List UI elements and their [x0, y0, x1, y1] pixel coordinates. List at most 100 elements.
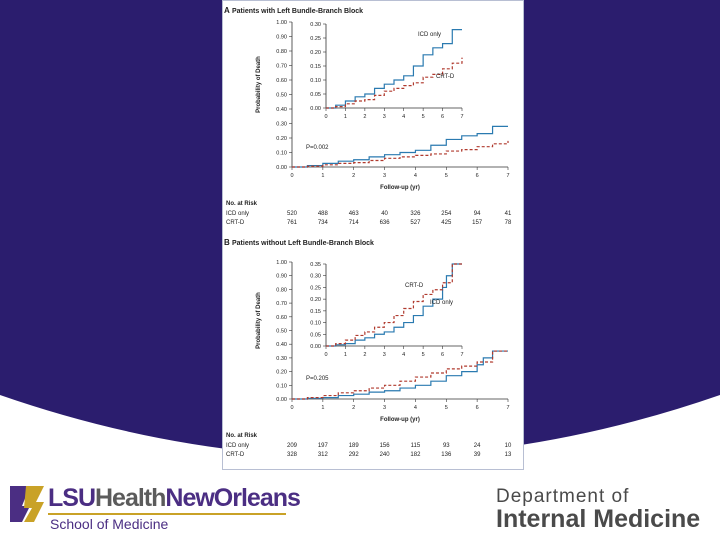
panel-b-icd-only-line [292, 350, 508, 400]
panel-b-xtick-label: 3 [383, 405, 386, 411]
wordmark-neworleans: NewOrleans [165, 484, 301, 512]
panel-a-xtick-label: 4 [414, 173, 417, 179]
panel-a-inset-ytick-label: 0.25 [310, 36, 321, 42]
panel-b-ytick-label: 0.50 [276, 329, 287, 335]
panel-a-risk-row-label: ICD only [226, 211, 249, 217]
panel-b-crt-d-legend: CRT-D [405, 283, 424, 289]
panel-b-risk-cell: 115 [411, 443, 421, 449]
wordmark-gold-rule [48, 513, 286, 515]
panel-a-ytick-label: 0.50 [276, 93, 287, 99]
panel-a-inset-xtick-label: 6 [441, 114, 444, 120]
panel-b-risk-cell: 197 [318, 443, 329, 449]
panel-b-inset-ytick-label: 0.15 [310, 309, 321, 315]
panel-a-xtick-label: 2 [352, 173, 355, 179]
panel-b-risk-cell: 136 [441, 452, 452, 458]
panel-a-ytick-label: 0.30 [276, 122, 287, 128]
panel-a-ytick-label: 0.60 [276, 78, 287, 84]
panel-a-risk-cell: 254 [441, 211, 452, 217]
panel-b-risk-cell: 240 [380, 452, 391, 458]
panel-b-xtick-label: 6 [476, 405, 479, 411]
panel-b-inset-ytick-label: 0.30 [310, 274, 321, 280]
panel-a-risk-header: No. at Risk [226, 201, 258, 207]
panel-a-risk-cell: 41 [505, 211, 512, 217]
school-of-medicine-label: School of Medicine [50, 516, 169, 532]
panel-b-risk-cell: 10 [505, 443, 512, 449]
panel-a-ytick-label: 0.90 [276, 35, 287, 41]
panel-b-ytick-label: 0.80 [276, 287, 287, 293]
panel-a-ytick-label: 0.00 [276, 165, 287, 171]
panel-b-inset-xtick-label: 1 [344, 352, 347, 358]
panel-b-ytick-label: 0.40 [276, 342, 287, 348]
panel-a-title: Patients with Left Bundle-Branch Block [232, 8, 363, 15]
panel-a-risk-cell: 734 [318, 220, 329, 226]
panel-b-risk-cell: 93 [443, 443, 450, 449]
panel-b-xtick-label: 2 [352, 405, 355, 411]
panel-a-risk-cell: 463 [349, 211, 360, 217]
panel-a-risk-cell: 636 [380, 220, 391, 226]
panel-b-xtick-label: 0 [290, 405, 293, 411]
panel-b-inset-xtick-label: 7 [460, 352, 463, 358]
lsu-health-wordmark: LSUHealthNewOrleans [48, 484, 301, 513]
panel-a-xtick-label: 5 [445, 173, 448, 179]
panel-a-inset-crt-d-line [326, 57, 463, 109]
panel-a-xtick-label: 0 [290, 173, 293, 179]
panel-b-inset-ytick-label: 0.00 [310, 344, 321, 350]
panel-a-p-value: P=0.002 [306, 145, 329, 151]
panel-b-risk-cell: 312 [318, 452, 329, 458]
panel-a-ytick-label: 1.00 [276, 20, 287, 26]
panel-a-ytick-label: 0.70 [276, 64, 287, 70]
panel-a-inset-xtick-label: 5 [422, 114, 425, 120]
panel-a-inset-ytick-label: 0.05 [310, 92, 321, 98]
panel-b-inset-xtick-label: 0 [324, 352, 327, 358]
panel-a-risk-cell: 761 [287, 220, 298, 226]
panel-a-ytick-label: 0.80 [276, 49, 287, 55]
department-of-label: Department of [496, 486, 630, 507]
panel-b-risk-cell: 209 [287, 443, 298, 449]
panel-b-risk-cell: 24 [474, 443, 481, 449]
panel-a-risk-cell: 157 [472, 220, 483, 226]
panel-b-risk-cell: 328 [287, 452, 298, 458]
panel-b-risk-header: No. at Risk [226, 433, 258, 439]
panel-a-risk-cell: 78 [505, 220, 512, 226]
panel-b-inset-ytick-label: 0.20 [310, 297, 321, 303]
panel-a-risk-cell: 425 [441, 220, 452, 226]
figure-svg: A Patients with Left Bundle-Branch Block 0… [224, 6, 512, 458]
panel-b-ytick-label: 0.30 [276, 356, 287, 362]
panel-b-xtick-label: 1 [321, 405, 324, 411]
panel-a-inset-xtick-label: 0 [324, 114, 327, 120]
panel-a-inset-ytick-label: 0.10 [310, 78, 321, 84]
panel-a-risk-row-label: CRT-D [226, 220, 245, 226]
panel-a-ytick-label: 0.20 [276, 136, 287, 142]
panel-a-inset-xtick-label: 3 [383, 114, 386, 120]
panel-a-icd-only-line [292, 125, 508, 168]
panel-a-inset-xtick-label: 4 [402, 114, 405, 120]
internal-medicine-label: Internal Medicine [496, 505, 701, 533]
panel-b-xtick-label: 4 [414, 405, 417, 411]
panel-a-inset-xtick-label: 1 [344, 114, 347, 120]
panel-a-xtick-label: 6 [476, 173, 479, 179]
panel-b-risk-cell: 292 [349, 452, 360, 458]
panel-b-ytick-label: 0.90 [276, 274, 287, 280]
panel-b-risk-cell: 13 [505, 452, 512, 458]
panel-b-risk-row-label: ICD only [226, 443, 249, 449]
panel-a-xtick-label: 3 [383, 173, 386, 179]
panel-a-inset-xtick-label: 2 [363, 114, 366, 120]
panel-a-ylabel: Probability of Death [256, 56, 262, 113]
panel-b-ylabel: Probability of Death [256, 292, 262, 349]
panel-b-xtick-label: 7 [506, 405, 509, 411]
panel-a-risk-cell: 714 [349, 220, 360, 226]
panel-b-risk-cell: 182 [410, 452, 421, 458]
panel-b-ytick-label: 0.60 [276, 315, 287, 321]
panel-b-crt-d-line [292, 350, 508, 400]
panel-b-risk-cell: 189 [349, 443, 360, 449]
panel-b-inset-xtick-label: 3 [383, 352, 386, 358]
panel-b-ytick-label: 0.70 [276, 301, 287, 307]
panel-b-xtick-label: 5 [445, 405, 448, 411]
panel-b-inset-background [300, 260, 470, 358]
panel-b-ytick-label: 1.00 [276, 260, 287, 266]
panel-a-risk-cell: 94 [474, 211, 481, 217]
panel-b-inset-ytick-label: 0.35 [310, 262, 321, 268]
panel-b-inset-xtick-label: 5 [422, 352, 425, 358]
panel-b-risk-cell: 156 [380, 443, 391, 449]
panel-b-inset-xtick-label: 2 [363, 352, 366, 358]
